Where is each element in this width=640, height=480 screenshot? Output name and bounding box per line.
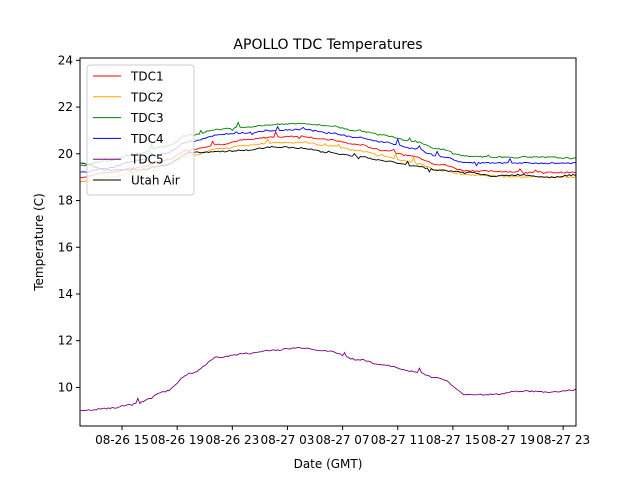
y-tick-label: 18	[58, 194, 73, 208]
x-tick-label: 08-27 23	[536, 433, 590, 447]
x-ticks: 08-26 15 08-26 19 08-26 23 08-27 03 08-27 07…	[95, 426, 590, 447]
legend-label: TDC3	[130, 111, 164, 125]
y-tick-label: 10	[58, 380, 73, 394]
x-tick-label: 08-26 23	[205, 433, 259, 447]
axes-frame	[79, 57, 577, 427]
series-line-tdc5	[80, 346, 577, 412]
y-tick-label: 24	[58, 53, 73, 67]
legend-label: TDC4	[130, 132, 164, 146]
x-tick-label: 08-27 07	[316, 433, 370, 447]
y-tick-label: 16	[58, 240, 73, 254]
x-tick-label: 08-27 11	[371, 433, 425, 447]
y-tick-label: 22	[58, 100, 73, 114]
y-tick-label: 14	[58, 287, 73, 301]
legend-box	[86, 64, 195, 196]
y-tick-label: 20	[58, 147, 73, 161]
x-tick-label: 08-26 19	[150, 433, 204, 447]
legend-label: TDC1	[130, 70, 164, 84]
legend: TDC1 TDC2 TDC3 TDC4 TDC5 Utah Air	[86, 64, 195, 196]
legend-label: TDC2	[130, 90, 164, 104]
legend-label: TDC5	[130, 153, 164, 167]
x-axis-title: Date (GMT)	[294, 457, 363, 471]
x-tick-label: 08-27 15	[426, 433, 480, 447]
x-tick-label: 08-27 19	[481, 433, 535, 447]
y-tick-label: 12	[58, 334, 73, 348]
x-tick-label: 08-26 15	[95, 433, 149, 447]
legend-label: Utah Air	[131, 174, 180, 188]
y-axis-title: Temperature (C)	[32, 193, 46, 292]
y-ticks: 10 12 14 16 18 20 22 24	[58, 53, 80, 394]
x-tick-label: 08-27 03	[260, 433, 314, 447]
chart-title: APOLLO TDC Temperatures	[233, 37, 422, 53]
